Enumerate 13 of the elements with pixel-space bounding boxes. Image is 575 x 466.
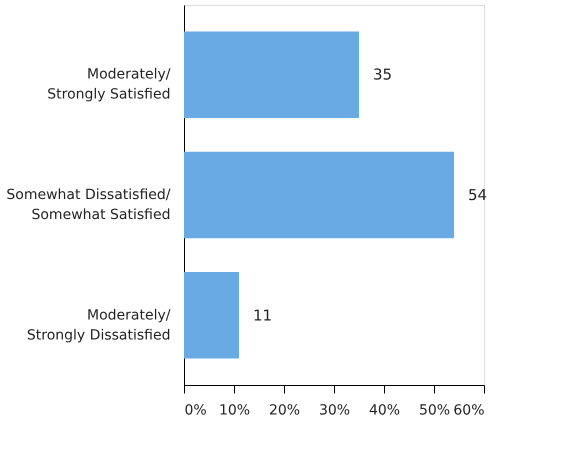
x-tick-label: 0%	[184, 402, 207, 418]
x-tick-label: 10%	[218, 402, 250, 418]
x-tick-label: 20%	[268, 402, 300, 418]
x-tick-label: 60%	[453, 402, 484, 418]
data-label: 35	[373, 66, 392, 84]
y-tick-label: Somewhat Dissatisfied/ Somewhat Satisfied	[6, 187, 171, 223]
data-label: 54	[468, 186, 488, 204]
y-tick-label: Moderately/ Strongly Satisfied	[47, 66, 171, 103]
x-tick-label: 30%	[318, 402, 350, 418]
data-label: 11	[253, 306, 272, 324]
y-tick-label: Moderately/ Strongly Dissatisfied	[26, 307, 171, 344]
x-tick-label: 50%	[418, 402, 450, 418]
x-tick-label: 40%	[368, 402, 400, 418]
